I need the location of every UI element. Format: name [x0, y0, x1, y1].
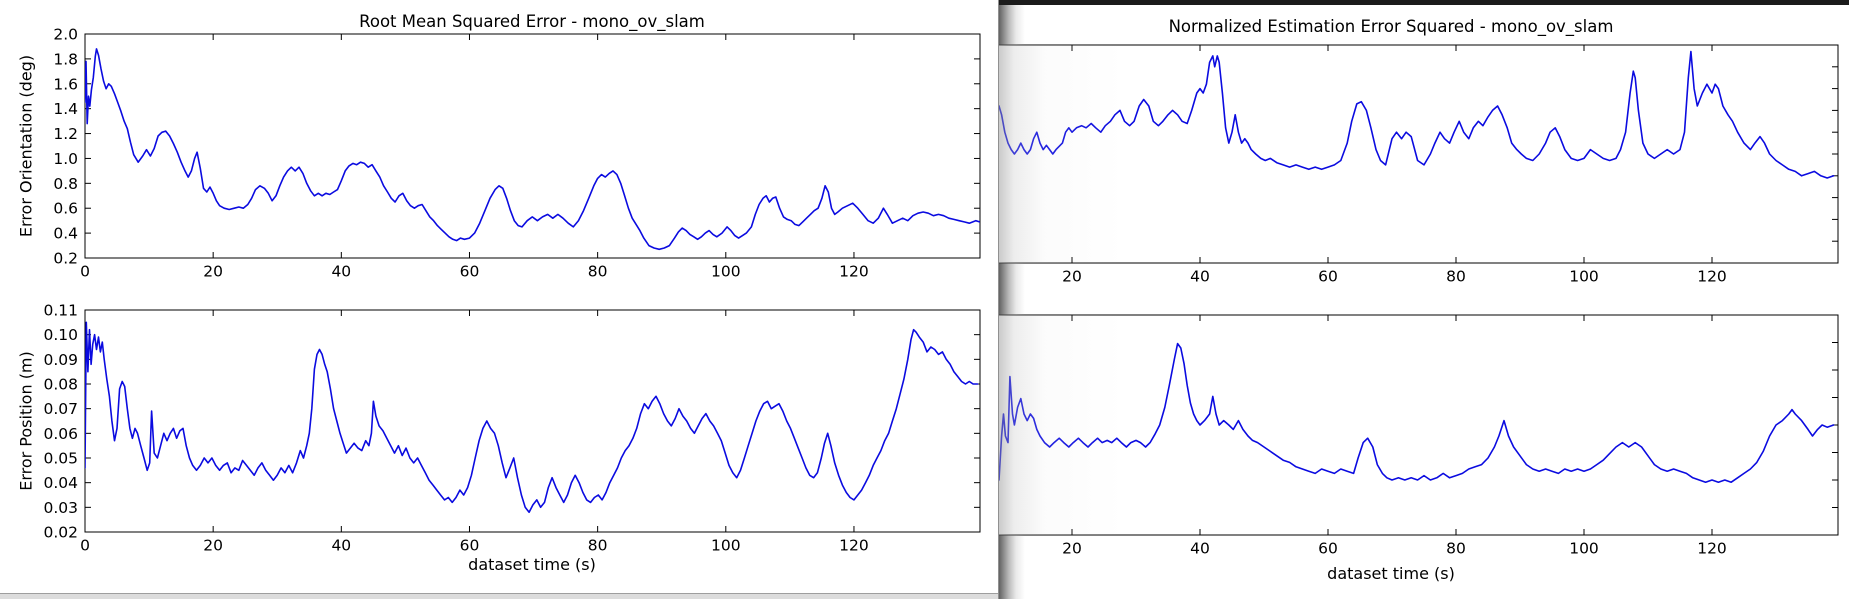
axes-nees_position: 20 40 60 80 100 120 [999, 314, 1839, 558]
data-line-position_rmse_m [85, 321, 979, 514]
y-tick-label: 0.10 [43, 326, 78, 344]
data-line-nees_orientation [999, 50, 1835, 179]
y-tick-label: 0.06 [43, 425, 78, 443]
y-tick-label: 0.2 [53, 250, 78, 268]
x-tick-label: 40 [1190, 540, 1210, 558]
bottom-scrollbar-strip[interactable] [0, 593, 998, 599]
y-tick-label: 1.8 [53, 50, 78, 68]
plot-canvas-left: 0 20 40 60 80 100 120 2.0 1.8 1.6 1.4 1.2 1.0 0.8 0.6 0… [43, 26, 981, 555]
axes-orientation_rmse_deg: 0 20 40 60 80 100 120 2.0 1.8 1.6 1.4 1.2 1.0 0.8 0.6 0… [53, 26, 981, 281]
y-tick-label: 0.03 [43, 499, 78, 517]
y-tick-label: 0.09 [43, 351, 78, 369]
y-tick-label: 0.4 [53, 225, 78, 243]
x-tick-label: 80 [588, 263, 608, 281]
axes-position_rmse_m: 0 20 40 60 80 100 120 0.11 0.10 0.09 0.08 0.07 0.06 0… [43, 302, 981, 555]
x-tick-label: 20 [203, 537, 223, 555]
x-tick-label: 80 [1446, 540, 1466, 558]
y-tick-label: 1.0 [53, 150, 78, 168]
x-tick-label: 20 [1062, 540, 1082, 558]
x-tick-label: 100 [711, 537, 741, 555]
nees-figure-window[interactable]: 20 40 60 80 100 120 20 40 60 80 100 120 Normalized … [998, 0, 1849, 599]
x-tick-label: 60 [460, 263, 480, 281]
x-axis-label-left: dataset time (s) [468, 555, 596, 574]
y-tick-label: 0.08 [43, 376, 78, 394]
data-line-nees_position [999, 342, 1835, 484]
x-tick-label: 60 [1318, 268, 1338, 286]
y-tick-label: 0.04 [43, 474, 78, 492]
y-tick-label: 1.6 [53, 75, 78, 93]
figure-title-rmse: Root Mean Squared Error - mono_ov_slam [359, 12, 705, 31]
y-tick-label: 1.4 [53, 100, 78, 118]
x-tick-label: 120 [1697, 540, 1727, 558]
x-tick-label: 100 [1569, 268, 1599, 286]
x-tick-label: 40 [331, 537, 351, 555]
x-tick-label: 100 [1569, 540, 1599, 558]
x-tick-label: 80 [1446, 268, 1466, 286]
y-tick-label: 0.05 [43, 450, 78, 468]
x-axis-label-right: dataset time (s) [1327, 564, 1455, 583]
x-tick-label: 120 [1697, 268, 1727, 286]
x-tick-label: 20 [1062, 268, 1082, 286]
x-tick-label: 120 [839, 537, 869, 555]
y-tick-label: 2.0 [53, 26, 78, 44]
x-tick-label: 60 [460, 537, 480, 555]
y-tick-label: 1.2 [53, 125, 78, 143]
y-tick-label: 0.6 [53, 200, 78, 218]
axes-nees_orientation: 20 40 60 80 100 120 [999, 44, 1839, 286]
x-tick-label: 40 [1190, 268, 1210, 286]
figure-title-nees: Normalized Estimation Error Squared - mo… [1168, 17, 1614, 36]
plot-canvas-right: 20 40 60 80 100 120 20 40 60 80 100 120 [999, 44, 1839, 558]
y-tick-label: 0.07 [43, 400, 78, 418]
x-tick-label: 40 [331, 263, 351, 281]
y-tick-label: 0.8 [53, 175, 78, 193]
data-line-orientation_rmse_deg [85, 48, 980, 251]
y-axis-label-error-orientation: Error Orientation (deg) [16, 54, 36, 238]
x-tick-label: 80 [588, 537, 608, 555]
y-tick-label: 0.11 [43, 302, 78, 320]
window-top-bar [999, 0, 1849, 5]
y-axis-label-error-position: Error Position (m) [16, 351, 36, 491]
x-tick-label: 60 [1318, 540, 1338, 558]
y-tick-label: 0.02 [43, 524, 78, 542]
x-tick-label: 120 [839, 263, 869, 281]
rmse-figure-window[interactable]: 0 20 40 60 80 100 120 2.0 1.8 1.6 1.4 1.2 1.0 0.8 0.6 0… [0, 0, 998, 593]
x-tick-label: 20 [203, 263, 223, 281]
x-tick-label: 100 [711, 263, 741, 281]
x-tick-label: 0 [80, 263, 90, 281]
x-tick-label: 0 [80, 537, 90, 555]
